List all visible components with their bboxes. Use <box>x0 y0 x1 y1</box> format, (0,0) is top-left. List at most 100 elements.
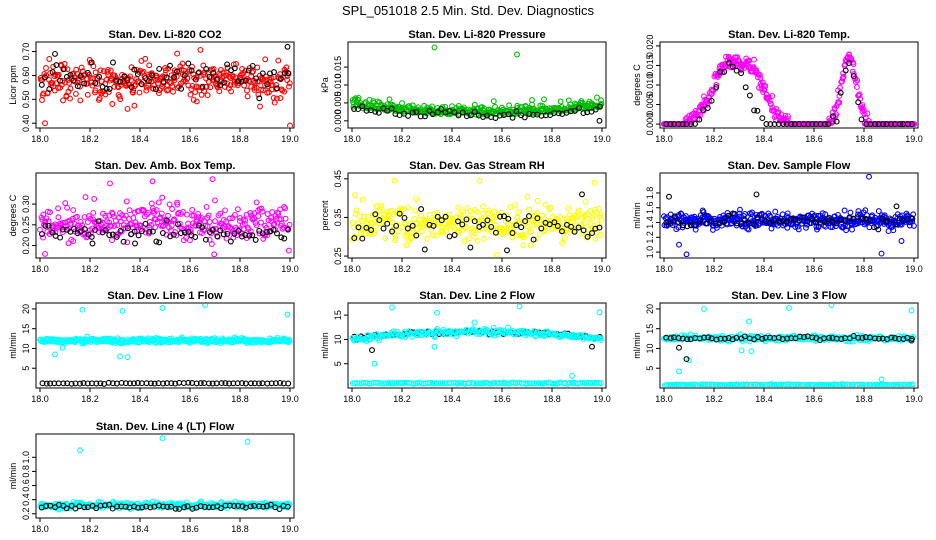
data-point <box>212 218 218 225</box>
data-point <box>233 226 240 233</box>
x-tick-label: 18.6 <box>805 394 823 404</box>
data-point <box>191 74 198 81</box>
data-point <box>399 100 405 107</box>
data-point <box>479 221 486 228</box>
data-point <box>451 232 458 238</box>
y-tick-label: 1.8 <box>645 187 655 200</box>
data-point <box>49 69 56 76</box>
data-point <box>684 336 691 343</box>
data-point <box>826 334 832 341</box>
data-point <box>113 233 120 240</box>
data-point <box>597 232 604 238</box>
data-point <box>796 333 803 340</box>
data-point <box>771 121 778 127</box>
data-point <box>135 232 142 239</box>
data-point <box>753 191 760 198</box>
data-point <box>109 237 115 244</box>
data-point <box>124 225 131 232</box>
data-point <box>813 121 820 127</box>
data-point <box>256 503 263 510</box>
y-tick-label: 5 <box>333 361 343 366</box>
x-tick-label: 19.0 <box>281 134 299 144</box>
data-point <box>137 222 144 229</box>
data-point <box>269 82 276 89</box>
data-point <box>676 368 682 375</box>
data-point <box>168 380 175 387</box>
data-point <box>119 307 126 314</box>
data-point <box>246 232 253 239</box>
data-point <box>286 83 292 90</box>
data-point <box>181 504 188 511</box>
series-yellow <box>349 177 605 257</box>
data-point <box>464 204 471 211</box>
data-point <box>867 382 874 387</box>
x-tick-label: 18.8 <box>855 394 873 404</box>
data-point <box>513 222 520 229</box>
data-point <box>195 222 202 229</box>
data-point <box>909 215 916 222</box>
data-point <box>595 205 602 212</box>
data-point <box>248 83 255 90</box>
data-point <box>146 228 153 235</box>
data-point <box>172 505 179 512</box>
data-point <box>771 382 778 387</box>
data-point <box>853 84 860 91</box>
data-point <box>800 334 807 341</box>
data-point <box>434 109 441 116</box>
data-point <box>382 235 389 242</box>
data-point <box>667 335 674 342</box>
data-point <box>46 56 53 62</box>
data-point <box>178 85 185 92</box>
data-point <box>156 239 163 246</box>
data-point <box>809 334 816 341</box>
x-tick-label: 18.0 <box>343 394 361 404</box>
data-point <box>514 51 520 58</box>
data-point <box>683 356 690 363</box>
data-point <box>555 218 562 225</box>
data-point <box>505 111 512 118</box>
data-point <box>520 242 527 249</box>
data-point <box>193 222 199 229</box>
data-point <box>262 73 269 80</box>
data-point <box>74 213 80 220</box>
data-point <box>663 381 670 387</box>
data-point <box>60 66 67 73</box>
data-point <box>66 217 73 224</box>
series-black <box>351 103 603 124</box>
points-layer <box>349 304 604 387</box>
data-point <box>92 80 99 87</box>
data-point <box>817 381 824 387</box>
x-tick-label: 18.6 <box>805 264 823 274</box>
data-point <box>208 241 215 248</box>
data-point <box>201 503 208 510</box>
data-point <box>742 84 749 91</box>
data-point <box>729 63 736 70</box>
data-point <box>592 106 599 113</box>
data-point <box>242 232 249 238</box>
data-point <box>842 67 849 74</box>
data-point <box>173 232 180 239</box>
data-point <box>235 227 242 234</box>
data-point <box>400 206 406 213</box>
data-point <box>729 210 736 217</box>
data-point <box>541 96 547 103</box>
data-point <box>78 64 85 71</box>
data-point <box>38 81 45 88</box>
chart-title: Stan. Dev. Sample Flow <box>728 160 851 172</box>
data-point <box>159 435 166 442</box>
data-point <box>485 207 492 214</box>
data-point <box>684 223 691 230</box>
data-point <box>196 219 203 226</box>
data-point <box>431 210 438 217</box>
data-point <box>597 103 603 110</box>
data-point <box>484 328 491 335</box>
y-tick-label: 0.8 <box>21 465 31 478</box>
data-point <box>827 381 834 387</box>
data-point <box>396 210 403 217</box>
data-point <box>53 62 60 69</box>
data-point <box>434 209 441 216</box>
data-point <box>871 381 878 387</box>
x-tick-label: 18.2 <box>705 134 723 144</box>
data-point <box>160 78 167 85</box>
data-point <box>875 226 882 233</box>
